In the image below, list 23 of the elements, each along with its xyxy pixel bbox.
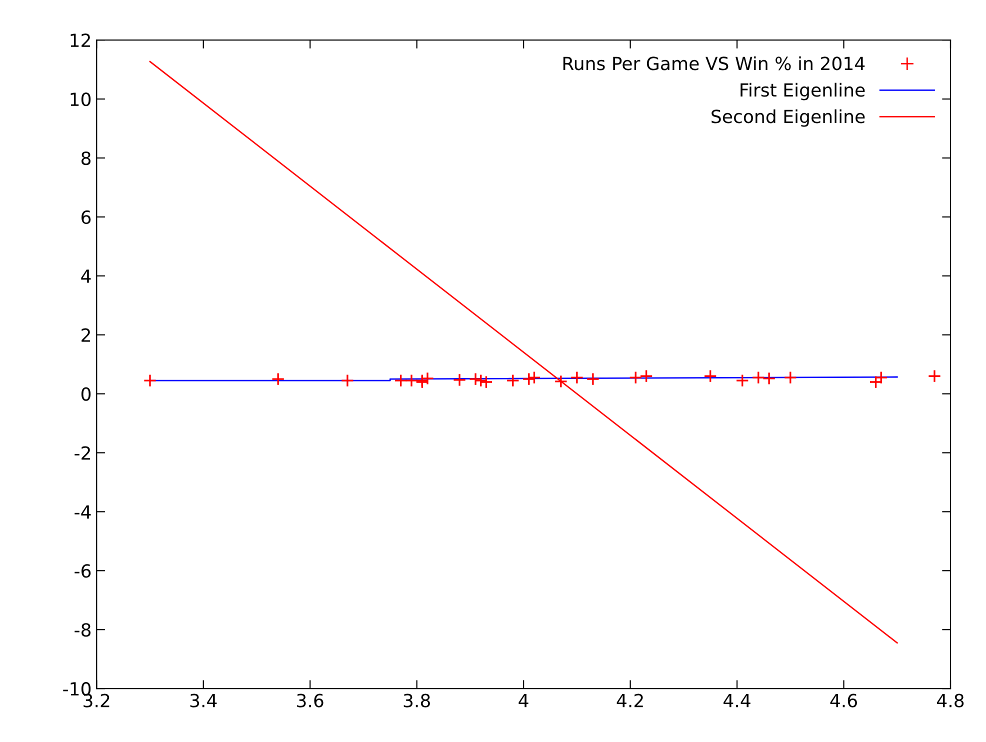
y-tick-label: -10	[63, 682, 91, 696]
legend-label: Second Eigenline	[712, 109, 865, 127]
x-tick-label: 4.8	[937, 694, 964, 708]
y-tick-label: 4	[81, 270, 91, 283]
y-tick-label: -6	[74, 564, 91, 578]
x-tick-label: 4.6	[830, 694, 857, 708]
y-tick-label: -2	[74, 446, 90, 460]
x-tick-label: 4	[518, 694, 528, 708]
x-tick-label: 3.4	[190, 694, 217, 708]
x-tick-label: 3.8	[404, 694, 430, 708]
legend-label: First Eigenline	[740, 82, 865, 100]
y-tick-label: 2	[82, 328, 90, 342]
x-tick-label: 4.2	[616, 694, 643, 708]
y-tick-label: 6	[82, 210, 91, 224]
legend-label: Runs Per Game VS Win % in 2014	[563, 56, 865, 70]
y-tick-label: -8	[74, 623, 91, 637]
y-tick-label: 0	[81, 387, 91, 401]
y-tick-label: 8	[82, 151, 91, 166]
y-tick-label: 12	[70, 34, 90, 47]
x-tick-label: 4.4	[724, 694, 750, 708]
y-tick-label: 10	[70, 92, 91, 106]
x-tick-label: 3.6	[297, 694, 324, 708]
y-tick-label: -4	[74, 505, 91, 519]
